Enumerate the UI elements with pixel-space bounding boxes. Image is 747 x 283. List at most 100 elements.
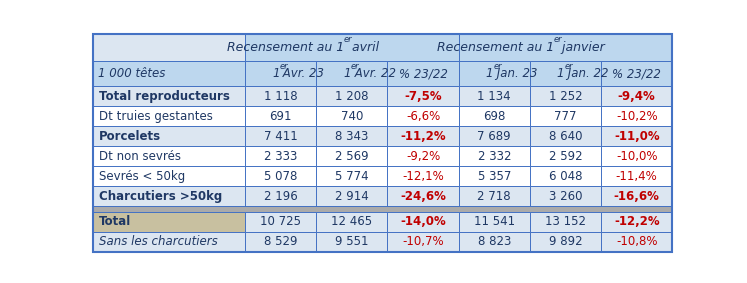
Text: 5 078: 5 078 bbox=[264, 170, 297, 183]
Bar bbox=[316, 212, 388, 232]
Bar bbox=[459, 106, 530, 126]
Text: 1: 1 bbox=[272, 67, 279, 80]
Bar bbox=[93, 232, 245, 252]
Bar bbox=[530, 232, 601, 252]
Text: 2 333: 2 333 bbox=[264, 150, 297, 163]
Text: 1: 1 bbox=[486, 67, 493, 80]
Text: 1: 1 bbox=[557, 67, 564, 80]
Text: janvier: janvier bbox=[558, 41, 605, 54]
Bar bbox=[388, 126, 459, 146]
Text: -24,6%: -24,6% bbox=[400, 190, 446, 203]
Bar bbox=[530, 86, 601, 106]
Bar bbox=[459, 166, 530, 186]
Bar bbox=[316, 86, 388, 106]
Text: er: er bbox=[279, 62, 288, 71]
Text: Sans les charcutiers: Sans les charcutiers bbox=[99, 235, 217, 248]
Bar bbox=[388, 146, 459, 166]
Bar bbox=[93, 86, 245, 106]
Bar bbox=[530, 61, 601, 86]
Text: 2 914: 2 914 bbox=[335, 190, 369, 203]
Bar bbox=[316, 232, 388, 252]
Bar bbox=[459, 212, 530, 232]
Text: Charcutiers >50kg: Charcutiers >50kg bbox=[99, 190, 222, 203]
Text: % 23/22: % 23/22 bbox=[613, 67, 661, 80]
Text: 740: 740 bbox=[341, 110, 363, 123]
Text: 7 689: 7 689 bbox=[477, 130, 511, 143]
Text: er: er bbox=[493, 62, 502, 71]
Text: 9 551: 9 551 bbox=[335, 235, 368, 248]
Text: er: er bbox=[564, 62, 573, 71]
Text: -11,2%: -11,2% bbox=[400, 130, 446, 143]
Bar bbox=[93, 61, 245, 86]
Text: Sevrés < 50kg: Sevrés < 50kg bbox=[99, 170, 185, 183]
Text: 1 134: 1 134 bbox=[477, 90, 511, 103]
Bar bbox=[388, 212, 459, 232]
Bar bbox=[388, 166, 459, 186]
Bar bbox=[601, 61, 672, 86]
Bar bbox=[601, 106, 672, 126]
Bar bbox=[601, 146, 672, 166]
Bar bbox=[316, 186, 388, 206]
Text: -6,6%: -6,6% bbox=[406, 110, 440, 123]
Text: 777: 777 bbox=[554, 110, 577, 123]
Bar bbox=[459, 61, 530, 86]
Bar bbox=[601, 86, 672, 106]
Text: 3 260: 3 260 bbox=[549, 190, 582, 203]
Text: Recensement au 1: Recensement au 1 bbox=[437, 41, 554, 54]
Text: 2 569: 2 569 bbox=[335, 150, 369, 163]
Text: % 23/22: % 23/22 bbox=[399, 67, 447, 80]
Text: Jan. 22: Jan. 22 bbox=[564, 67, 609, 80]
Bar bbox=[245, 106, 316, 126]
Text: 1 208: 1 208 bbox=[335, 90, 368, 103]
Text: 2 718: 2 718 bbox=[477, 190, 511, 203]
Text: 2 196: 2 196 bbox=[264, 190, 297, 203]
Bar bbox=[459, 186, 530, 206]
Text: 6 048: 6 048 bbox=[549, 170, 582, 183]
Bar bbox=[459, 86, 530, 106]
Bar bbox=[245, 34, 459, 61]
Bar bbox=[601, 232, 672, 252]
Bar bbox=[459, 126, 530, 146]
Text: 7 411: 7 411 bbox=[264, 130, 297, 143]
Text: 8 529: 8 529 bbox=[264, 235, 297, 248]
Bar bbox=[601, 186, 672, 206]
Bar bbox=[316, 166, 388, 186]
Bar bbox=[530, 106, 601, 126]
Bar bbox=[245, 126, 316, 146]
Text: avril: avril bbox=[348, 41, 379, 54]
Bar bbox=[601, 166, 672, 186]
Bar bbox=[93, 206, 672, 212]
Bar bbox=[530, 146, 601, 166]
Text: 5 357: 5 357 bbox=[477, 170, 511, 183]
Bar bbox=[93, 186, 245, 206]
Text: 11 541: 11 541 bbox=[474, 215, 515, 228]
Text: er: er bbox=[344, 35, 353, 44]
Text: 1 252: 1 252 bbox=[549, 90, 583, 103]
Text: Total: Total bbox=[99, 215, 131, 228]
Bar bbox=[601, 126, 672, 146]
Text: Recensement au 1: Recensement au 1 bbox=[226, 41, 344, 54]
Bar bbox=[530, 212, 601, 232]
Bar bbox=[388, 106, 459, 126]
Bar bbox=[245, 166, 316, 186]
Bar bbox=[388, 186, 459, 206]
Bar bbox=[245, 232, 316, 252]
Bar bbox=[601, 212, 672, 232]
Text: 12 465: 12 465 bbox=[332, 215, 373, 228]
Bar bbox=[459, 232, 530, 252]
Text: -7,5%: -7,5% bbox=[404, 90, 442, 103]
Text: 1 000 têtes: 1 000 têtes bbox=[98, 67, 165, 80]
Text: -10,2%: -10,2% bbox=[616, 110, 657, 123]
Text: -10,7%: -10,7% bbox=[403, 235, 444, 248]
Bar bbox=[245, 146, 316, 166]
Text: 691: 691 bbox=[270, 110, 292, 123]
Bar bbox=[245, 86, 316, 106]
Bar bbox=[93, 146, 245, 166]
Text: Total reproducteurs: Total reproducteurs bbox=[99, 90, 229, 103]
Bar bbox=[93, 106, 245, 126]
Bar bbox=[93, 126, 245, 146]
Text: 10 725: 10 725 bbox=[260, 215, 301, 228]
Text: -9,4%: -9,4% bbox=[618, 90, 656, 103]
Bar bbox=[316, 106, 388, 126]
Text: 2 592: 2 592 bbox=[549, 150, 583, 163]
